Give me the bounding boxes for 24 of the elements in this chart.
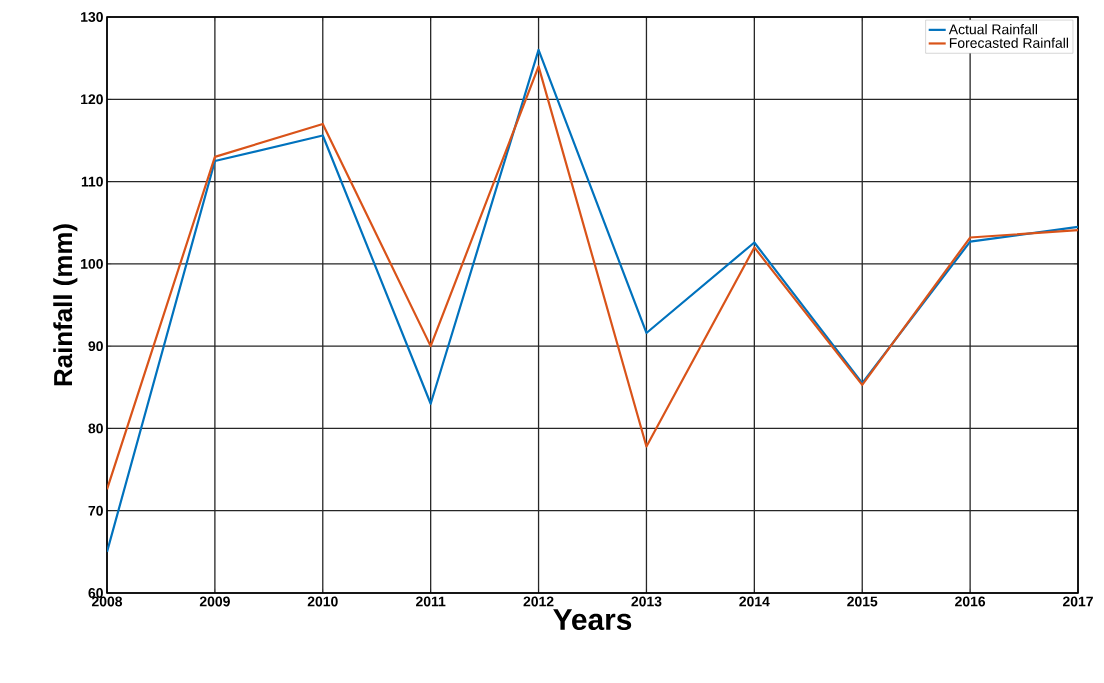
- x-tick-label: 2009: [199, 596, 230, 607]
- y-tick-label: 70: [88, 505, 103, 516]
- x-tick-label: 2017: [1062, 596, 1093, 607]
- line-series: [107, 65, 1079, 491]
- x-tick-label: 2011: [416, 596, 446, 607]
- y-tick-label: 120: [81, 94, 103, 105]
- x-tick-label: 2008: [91, 596, 123, 607]
- legend-label: Actual Rainfall: [948, 24, 1037, 35]
- line-series: [107, 48, 1079, 553]
- x-tick-label: 2016: [955, 596, 986, 607]
- y-tick-label: 130: [81, 12, 103, 22]
- y-tick-label: 80: [88, 423, 103, 434]
- x-tick-label: 2014: [739, 596, 770, 607]
- y-tick-label: 60: [88, 588, 103, 598]
- y-tick-label: 90: [88, 341, 103, 352]
- y-tick-label: 110: [81, 176, 103, 187]
- x-tick-label: 2012: [523, 596, 554, 607]
- y-tick-label: 100: [81, 258, 103, 269]
- legend-label: Forecasted Rainfall: [949, 37, 1069, 48]
- x-tick-label: 2010: [307, 596, 338, 607]
- y-axis-title: Rainfall (mm): [53, 224, 78, 386]
- x-axis-title: Years: [553, 609, 632, 631]
- x-tick-label: 2013: [631, 596, 662, 607]
- x-tick-label: 2015: [847, 596, 878, 607]
